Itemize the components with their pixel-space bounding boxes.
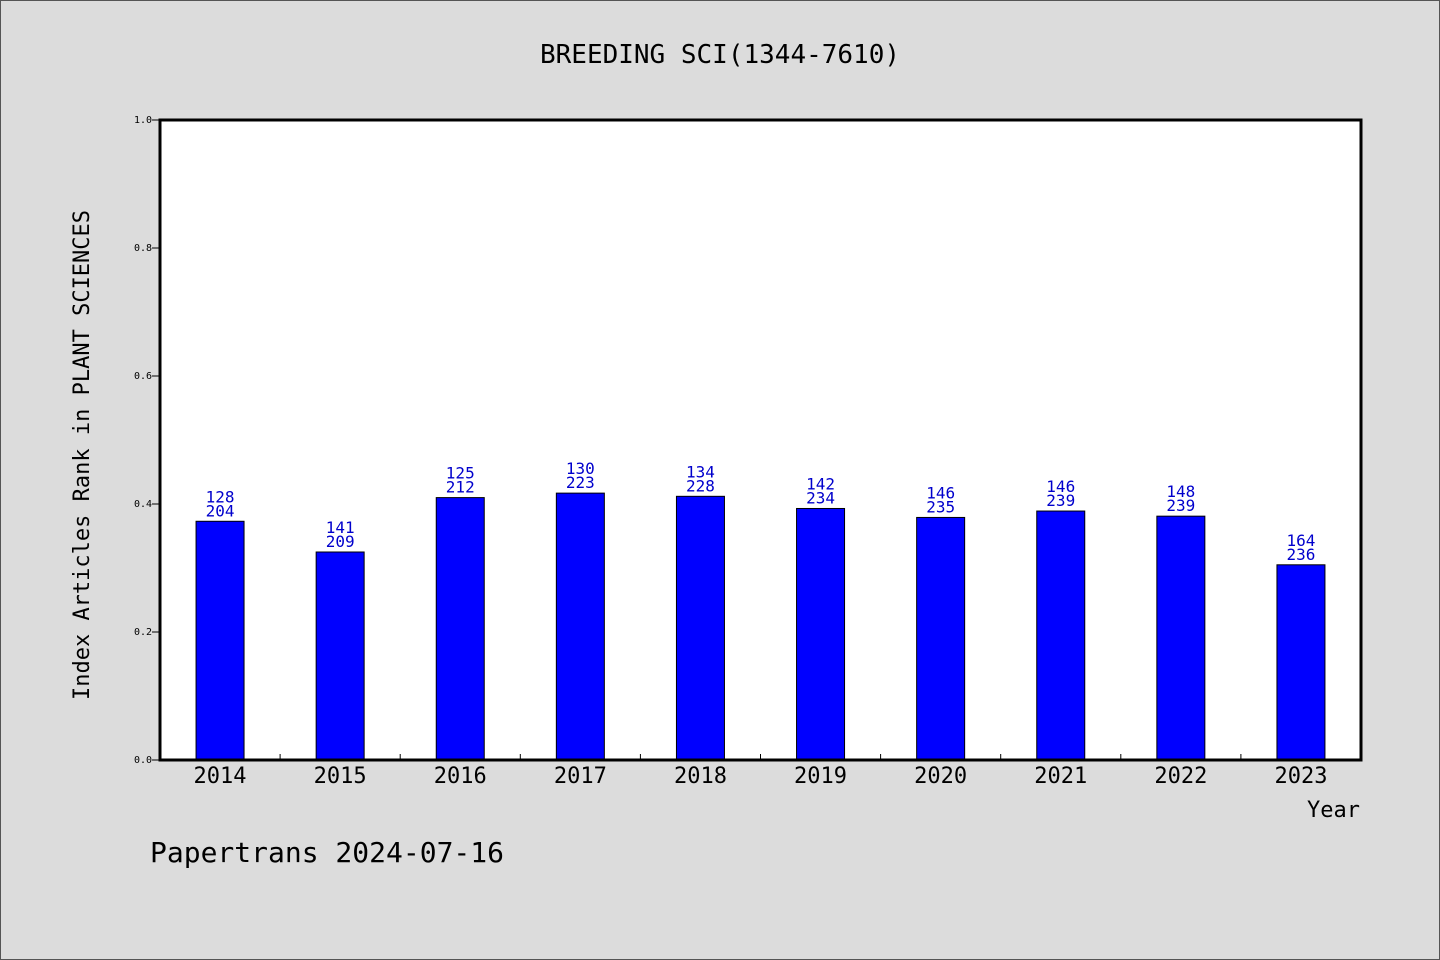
bar	[796, 507, 846, 761]
y-tick-label: 0.4	[134, 499, 152, 510]
bar	[315, 551, 365, 761]
total-label: 235	[926, 497, 955, 516]
rank-label: 148	[1166, 482, 1195, 501]
chart-title: BREEDING SCI(1344-7610)	[540, 40, 900, 70]
x-tick-label: 2017	[554, 764, 607, 789]
rank-label: 134	[686, 462, 715, 481]
x-tick-label: 2019	[794, 764, 847, 789]
x-tick-label: 2016	[434, 764, 487, 789]
rank-label: 146	[1046, 477, 1075, 496]
rank-label: 128	[206, 487, 235, 506]
total-label: 239	[1046, 491, 1075, 510]
total-label: 228	[686, 476, 715, 495]
total-label: 209	[326, 532, 355, 551]
y-tick-label: 0.6	[134, 371, 152, 382]
x-tick-label: 2018	[674, 764, 727, 789]
rank-label: 146	[926, 483, 955, 502]
plot-border	[158, 118, 1363, 762]
bar	[1276, 564, 1326, 761]
x-tick-label: 2023	[1274, 764, 1327, 789]
x-tick-label: 2014	[194, 764, 247, 789]
x-tick-label: 2022	[1154, 764, 1207, 789]
total-label: 223	[566, 473, 595, 492]
rank-label: 125	[446, 464, 475, 483]
total-label: 234	[806, 488, 835, 507]
total-label: 236	[1286, 545, 1315, 564]
y-tick-label: 0.8	[134, 243, 152, 254]
bar	[675, 495, 725, 761]
y-tick-label: 1.0	[134, 115, 152, 126]
x-axis-label: Year	[1307, 798, 1360, 823]
bar	[1036, 510, 1086, 761]
bar	[555, 492, 605, 761]
bar	[916, 516, 966, 761]
x-tick-label: 2015	[314, 764, 367, 789]
rank-label: 130	[566, 459, 595, 478]
x-tick-label: 2021	[1034, 764, 1087, 789]
bar-series	[195, 492, 1326, 761]
x-axis: 2014 2015 2016 2017 2018 2019 2020 2021 2022 2023	[194, 754, 1327, 789]
y-axis-label: Index Articles Rank in PLANT SCIENCES	[70, 210, 95, 700]
x-tick-label: 2020	[914, 764, 967, 789]
bar	[195, 520, 245, 761]
total-label: 204	[206, 501, 235, 520]
total-label: 212	[446, 478, 475, 497]
rank-label: 142	[806, 474, 835, 493]
total-label: 239	[1166, 496, 1195, 515]
bar	[1156, 515, 1206, 761]
bar	[435, 497, 485, 761]
footer-text: Papertrans 2024-07-16	[150, 836, 504, 869]
rank-label: 164	[1286, 531, 1315, 550]
y-tick-label: 0.0	[134, 755, 152, 766]
rank-label: 141	[326, 518, 355, 537]
y-axis: 0.0 0.2 0.4 0.6 0.8 1.0	[134, 115, 160, 766]
y-tick-label: 0.2	[134, 627, 152, 638]
